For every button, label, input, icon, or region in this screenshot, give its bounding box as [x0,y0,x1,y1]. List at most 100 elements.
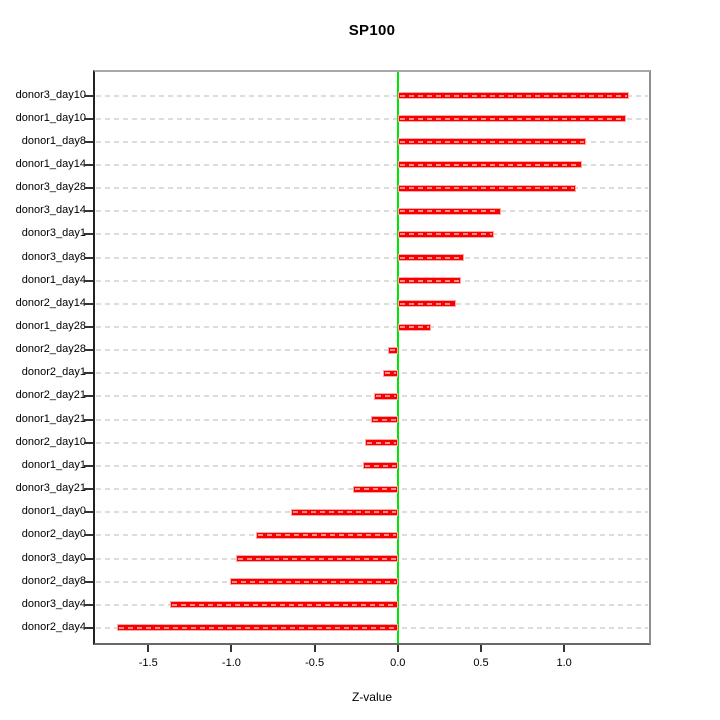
gridline [96,326,648,328]
y-tick [84,117,93,120]
gridline [96,140,648,143]
bar-donor2_day28 [387,346,398,354]
bar-donor1_day10 [397,115,626,123]
category-label: donor2_day28 [15,343,86,356]
x-tick-label: -1.5 [138,657,158,669]
bar-donor1_day4 [397,277,461,285]
category-label: donor3_day0 [21,551,86,564]
y-tick [84,418,93,421]
category-label: donor2_day10 [15,435,86,448]
category-label: donor1_day28 [15,320,86,332]
y-tick [84,187,93,190]
category-label: donor2_day21 [15,389,86,402]
category-label: donor1_day0 [21,505,86,518]
y-tick [84,326,93,328]
y-tick [84,163,93,166]
category-label: donor3_day10 [15,88,86,101]
x-tick [230,645,233,652]
category-label: donor1_day8 [21,134,86,147]
y-tick [84,534,93,537]
bar-donor3_day1 [397,230,495,238]
bar-donor1_day1 [362,462,398,470]
x-tick [313,645,316,652]
gridline [96,94,648,97]
y-tick [84,488,93,491]
chart-title: SP100 [348,22,396,39]
category-label: donor3_day28 [15,181,86,194]
gridline [96,279,648,282]
bar-donor3_day0 [236,555,398,562]
x-tick-label: -1.0 [221,657,241,669]
y-tick [84,233,93,236]
bar-donor3_day8 [397,254,465,262]
y-tick [84,580,93,583]
gridline [96,187,648,190]
bar-donor1_day14 [397,161,583,169]
y-tick [84,349,93,352]
gridline [96,163,648,166]
bar-donor2_day1 [382,369,398,377]
gridline [96,395,648,398]
bar-donor3_day28 [397,184,576,192]
y-tick [84,256,93,259]
x-axis-title: Z-value [351,690,392,704]
bar-donor1_day28 [397,323,432,331]
bar-donor3_day10 [397,92,630,99]
y-tick [84,441,93,444]
category-label: donor2_day8 [21,574,86,587]
gridline [96,210,648,213]
bar-donor2_day8 [229,578,398,586]
bar-donor1_day8 [397,138,586,146]
y-tick [84,464,93,467]
bar-donor2_day10 [364,439,398,447]
gridline [96,349,648,352]
y-tick [84,626,93,629]
x-tick-label: 0.5 [473,657,489,669]
x-tick [396,645,399,652]
y-tick [84,140,93,143]
y-tick [84,210,93,213]
category-label: donor1_day21 [15,412,86,425]
category-label: donor3_day4 [21,597,86,610]
bar-donor1_day21 [371,416,398,424]
category-label: donor3_day1 [21,227,86,240]
y-tick [84,603,93,606]
x-tick [563,645,566,652]
bar-donor3_day21 [352,485,398,493]
x-tick-label: 0.0 [390,657,406,669]
category-label: donor1_day10 [15,111,86,124]
gridline [96,233,648,236]
x-tick-label: -0.5 [305,657,325,669]
bar-donor1_day0 [291,508,398,516]
category-label: donor3_day8 [21,250,86,263]
gridline [96,256,648,259]
gridline [96,302,648,305]
gridline [96,372,648,375]
y-tick [84,372,93,375]
category-label: donor1_day1 [21,458,86,471]
y-tick [84,511,93,514]
category-label: donor3_day14 [15,204,86,217]
category-label: donor2_day1 [21,366,86,379]
bar-donor2_day21 [374,392,398,400]
bar-donor2_day4 [116,624,398,632]
category-label: donor1_day4 [21,273,86,286]
bar-donor2_day0 [256,531,398,539]
y-tick [84,94,93,97]
plot-area [84,70,651,645]
y-tick [84,279,93,282]
gridline [96,117,648,120]
zero-line [396,72,399,643]
category-label: donor3_day21 [15,482,86,495]
bar-donor3_day14 [397,207,501,215]
y-tick [84,557,93,560]
x-tick [479,645,482,652]
x-tick-label: 1.0 [556,657,572,669]
bar-donor2_day14 [397,300,456,308]
category-label: donor1_day14 [15,157,86,170]
y-tick [84,395,93,398]
category-label: donor2_day0 [21,528,86,541]
x-tick [147,645,150,652]
